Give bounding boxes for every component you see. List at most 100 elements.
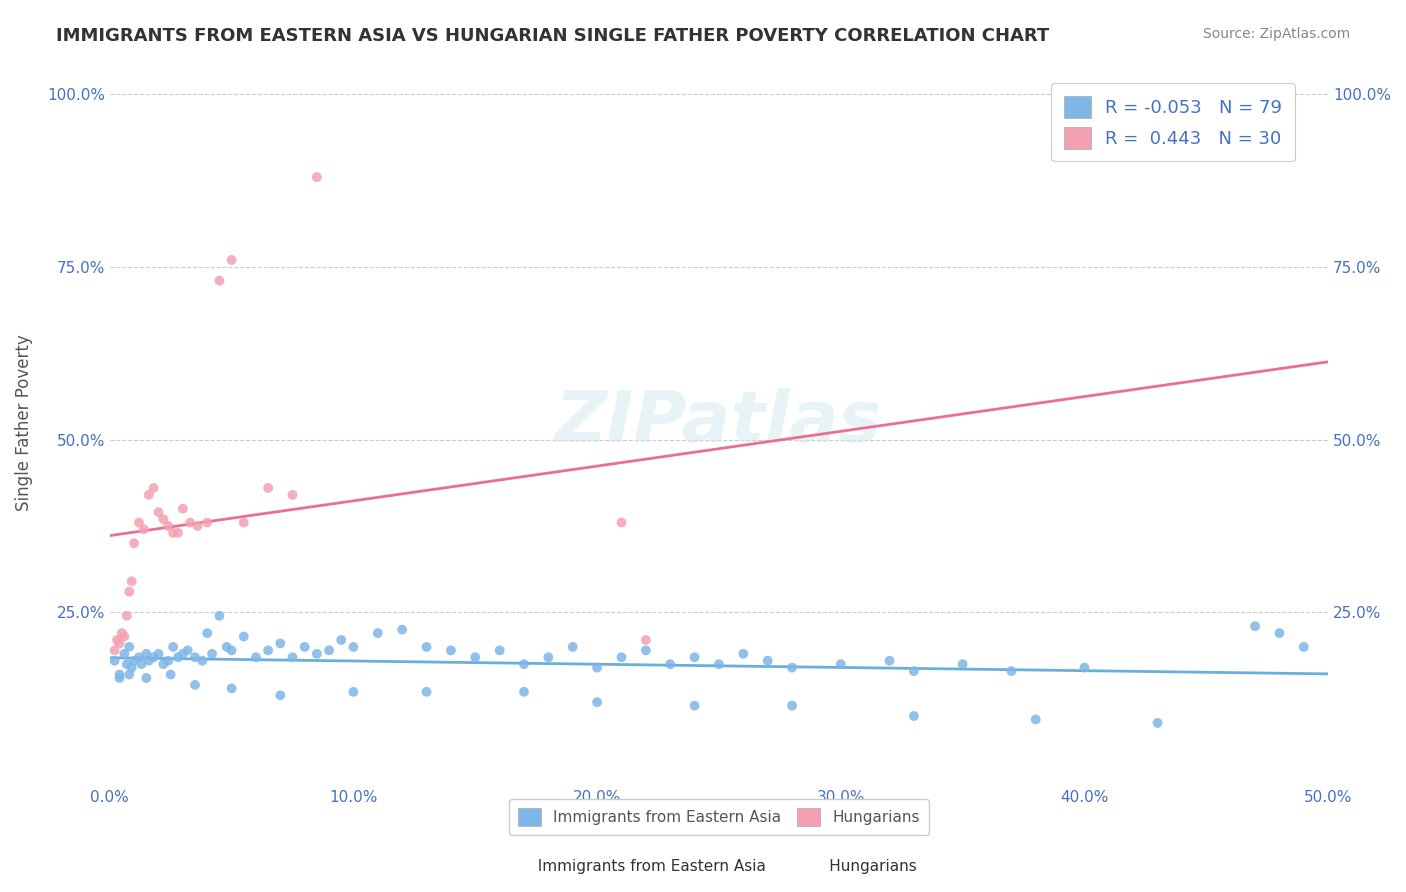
Point — [342, 685, 364, 699]
Point — [105, 632, 128, 647]
Point — [108, 667, 131, 681]
Point — [464, 650, 486, 665]
Point — [152, 512, 174, 526]
Point — [1073, 660, 1095, 674]
Point — [707, 657, 730, 672]
Point — [879, 654, 901, 668]
Point — [159, 667, 181, 681]
Point — [318, 643, 340, 657]
Point — [104, 654, 127, 668]
Point — [415, 640, 437, 654]
Point — [152, 657, 174, 672]
Point — [415, 685, 437, 699]
Point — [1292, 640, 1315, 654]
Point — [157, 519, 180, 533]
Point — [440, 643, 463, 657]
Point — [162, 525, 184, 540]
Point — [157, 654, 180, 668]
Point — [1244, 619, 1267, 633]
Point — [903, 664, 925, 678]
Point — [269, 688, 291, 702]
Y-axis label: Single Father Poverty: Single Father Poverty — [15, 334, 32, 511]
Text: IMMIGRANTS FROM EASTERN ASIA VS HUNGARIAN SINGLE FATHER POVERTY CORRELATION CHAR: IMMIGRANTS FROM EASTERN ASIA VS HUNGARIA… — [56, 27, 1049, 45]
Point — [148, 647, 170, 661]
Point — [1146, 715, 1168, 730]
Point — [108, 671, 131, 685]
Point — [184, 678, 207, 692]
Point — [221, 643, 243, 657]
Point — [733, 647, 755, 661]
Point — [195, 626, 218, 640]
Point — [184, 650, 207, 665]
Point — [122, 536, 145, 550]
Point — [122, 654, 145, 668]
Point — [257, 643, 280, 657]
Point — [121, 574, 143, 589]
Point — [1025, 713, 1047, 727]
Point — [172, 647, 194, 661]
Point — [135, 671, 157, 685]
Point — [132, 523, 155, 537]
Point — [342, 640, 364, 654]
Point — [586, 695, 609, 709]
Point — [128, 516, 150, 530]
Point — [177, 643, 200, 657]
Point — [952, 657, 974, 672]
Point — [115, 657, 138, 672]
Point — [167, 525, 190, 540]
Point — [281, 650, 304, 665]
Point — [634, 632, 657, 647]
Point — [104, 643, 127, 657]
Point — [780, 698, 803, 713]
Point — [172, 501, 194, 516]
Point — [167, 650, 190, 665]
Point — [756, 654, 779, 668]
Point — [118, 640, 141, 654]
Point — [138, 488, 160, 502]
Point — [111, 626, 134, 640]
Point — [513, 657, 536, 672]
Text: Immigrants from Eastern Asia             Hungarians: Immigrants from Eastern Asia Hungarians — [489, 859, 917, 874]
Point — [537, 650, 560, 665]
Point — [118, 667, 141, 681]
Point — [135, 647, 157, 661]
Point — [683, 698, 706, 713]
Point — [586, 660, 609, 674]
Point — [115, 608, 138, 623]
Point — [215, 640, 238, 654]
Point — [201, 647, 224, 661]
Point — [610, 516, 633, 530]
Point — [903, 709, 925, 723]
Point — [281, 488, 304, 502]
Point — [108, 636, 131, 650]
Point — [780, 660, 803, 674]
Point — [269, 636, 291, 650]
Point — [142, 481, 165, 495]
Point — [208, 608, 231, 623]
Point — [232, 630, 254, 644]
Point — [186, 519, 208, 533]
Point — [118, 584, 141, 599]
Point — [148, 505, 170, 519]
Point — [305, 647, 328, 661]
Point — [683, 650, 706, 665]
Legend: Immigrants from Eastern Asia, Hungarians: Immigrants from Eastern Asia, Hungarians — [509, 798, 929, 836]
Point — [232, 516, 254, 530]
Point — [257, 481, 280, 495]
Point — [561, 640, 583, 654]
Point — [245, 650, 267, 665]
Point — [1000, 664, 1022, 678]
Point — [610, 650, 633, 665]
Point — [131, 657, 153, 672]
Point — [1268, 626, 1291, 640]
Point — [162, 640, 184, 654]
Point — [112, 647, 135, 661]
Point — [121, 660, 143, 674]
Point — [179, 516, 201, 530]
Point — [128, 650, 150, 665]
Point — [191, 654, 214, 668]
Point — [112, 630, 135, 644]
Point — [830, 657, 852, 672]
Point — [367, 626, 389, 640]
Point — [221, 252, 243, 267]
